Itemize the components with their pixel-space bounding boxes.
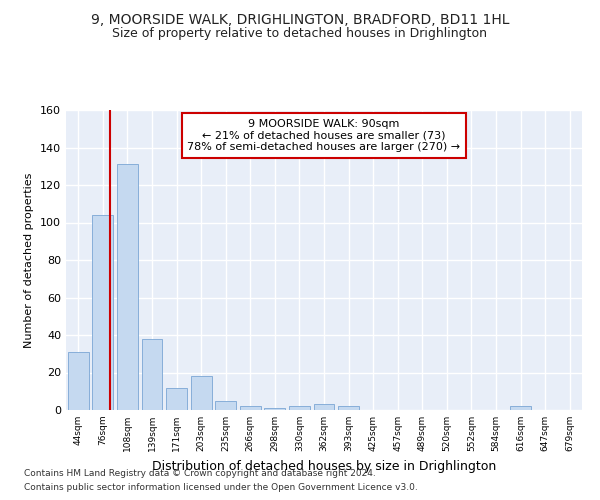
Text: Contains HM Land Registry data © Crown copyright and database right 2024.: Contains HM Land Registry data © Crown c… bbox=[24, 468, 376, 477]
Bar bbox=[314, 404, 334, 410]
Bar bbox=[338, 406, 359, 410]
Bar bbox=[510, 406, 531, 410]
Bar bbox=[265, 408, 286, 410]
Bar bbox=[191, 376, 212, 410]
Text: Contains public sector information licensed under the Open Government Licence v3: Contains public sector information licen… bbox=[24, 484, 418, 492]
Text: Size of property relative to detached houses in Drighlington: Size of property relative to detached ho… bbox=[113, 28, 487, 40]
Bar bbox=[68, 352, 89, 410]
Text: 9, MOORSIDE WALK, DRIGHLINGTON, BRADFORD, BD11 1HL: 9, MOORSIDE WALK, DRIGHLINGTON, BRADFORD… bbox=[91, 12, 509, 26]
Y-axis label: Number of detached properties: Number of detached properties bbox=[25, 172, 34, 348]
Bar bbox=[117, 164, 138, 410]
Bar bbox=[142, 339, 163, 410]
Bar bbox=[240, 406, 261, 410]
Bar bbox=[215, 400, 236, 410]
X-axis label: Distribution of detached houses by size in Drighlington: Distribution of detached houses by size … bbox=[152, 460, 496, 472]
Bar bbox=[92, 215, 113, 410]
Bar bbox=[289, 406, 310, 410]
Bar bbox=[166, 388, 187, 410]
Text: 9 MOORSIDE WALK: 90sqm
← 21% of detached houses are smaller (73)
78% of semi-det: 9 MOORSIDE WALK: 90sqm ← 21% of detached… bbox=[187, 119, 461, 152]
